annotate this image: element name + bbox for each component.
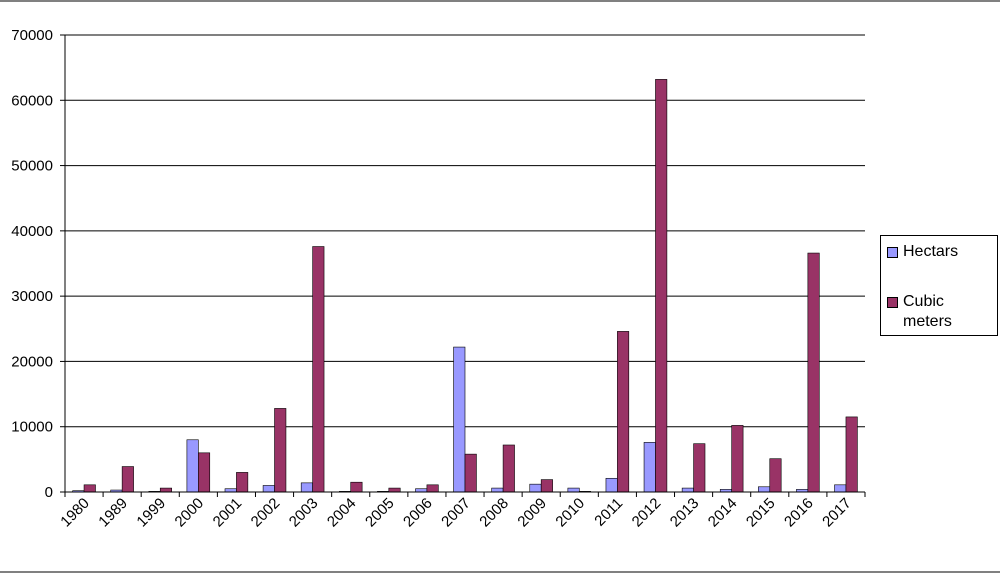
bar: [236, 472, 249, 493]
x-tick-label: 2003: [286, 495, 322, 531]
bar: [186, 439, 199, 493]
legend-swatch: [887, 247, 898, 258]
x-tick-label: 2014: [705, 495, 741, 531]
bar: [834, 484, 847, 493]
bar: [426, 484, 439, 493]
legend: Hectars Cubic meters: [880, 235, 998, 336]
x-tick-label: 1989: [95, 495, 131, 531]
bar: [540, 479, 553, 493]
bar: [464, 453, 477, 493]
bar: [693, 443, 706, 493]
bar: [769, 458, 782, 493]
x-tick-label: 2009: [514, 495, 550, 531]
bar: [807, 252, 820, 493]
x-tick-label: 2015: [743, 495, 779, 531]
bar: [605, 477, 618, 493]
bar: [758, 486, 771, 493]
x-tick-label: 2016: [781, 495, 817, 531]
y-tick-label: 10000: [11, 419, 53, 436]
bar: [731, 425, 744, 493]
bar: [350, 481, 363, 493]
legend-label: Cubic meters: [903, 293, 952, 330]
y-tick-label: 60000: [11, 92, 53, 109]
bar: [529, 483, 542, 493]
bar: [121, 466, 134, 493]
bar: [312, 246, 325, 493]
x-tick-label: 1980: [57, 495, 93, 531]
y-tick-label: 50000: [11, 158, 53, 175]
x-tick-label: 2004: [324, 495, 360, 531]
bar: [262, 485, 275, 493]
x-tick-label: 2008: [476, 495, 512, 531]
bar: [502, 444, 515, 493]
y-tick-label: 0: [45, 484, 53, 501]
x-tick-label: 2000: [172, 495, 208, 531]
bar: [159, 487, 172, 493]
y-tick-label: 40000: [11, 223, 53, 240]
legend-item: Hectars: [887, 242, 993, 262]
x-tick-label: 2011: [591, 495, 626, 530]
bar: [567, 487, 580, 493]
x-tick-label: 1999: [133, 495, 169, 531]
bar: [274, 408, 287, 493]
bar: [388, 487, 401, 493]
legend-item: Cubic meters: [887, 292, 993, 332]
x-tick-label: 2013: [667, 495, 703, 531]
bar: [655, 79, 668, 493]
x-tick-label: 2012: [629, 495, 665, 531]
x-tick-label: 2005: [362, 495, 398, 531]
x-tick-label: 2017: [819, 495, 855, 531]
bar: [491, 487, 504, 493]
y-tick-label: 70000: [11, 27, 53, 44]
bar: [643, 442, 656, 493]
legend-swatch: [887, 297, 898, 308]
x-tick-label: 2007: [438, 495, 474, 531]
x-tick-label: 2006: [400, 495, 436, 531]
bar: [198, 452, 211, 493]
bar: [300, 482, 313, 493]
x-tick-label: 2010: [552, 495, 588, 531]
y-tick-label: 20000: [11, 353, 53, 370]
bar: [83, 484, 96, 493]
x-tick-label: 2001: [210, 495, 246, 531]
bar: [845, 416, 858, 493]
y-tick-label: 30000: [11, 288, 53, 305]
x-tick-label: 2002: [248, 495, 284, 531]
bar: [681, 487, 694, 493]
legend-label: Hectars: [903, 243, 959, 260]
bar: [617, 331, 630, 493]
bar: [453, 346, 466, 493]
